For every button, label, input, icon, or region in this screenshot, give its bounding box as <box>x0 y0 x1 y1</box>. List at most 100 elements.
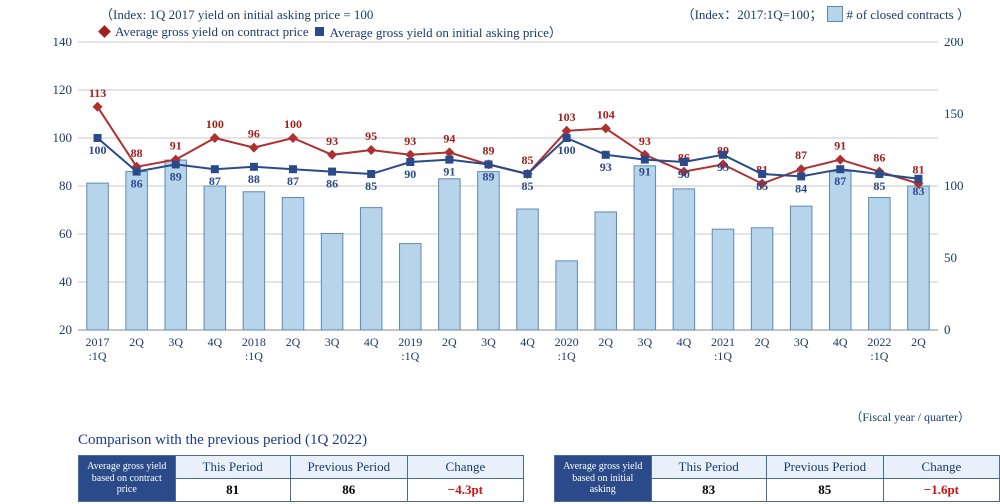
svg-text:86: 86 <box>326 177 338 191</box>
svg-text:3Q: 3Q <box>481 335 496 349</box>
svg-text:100: 100 <box>206 117 224 131</box>
chart-area: 2040608010012014005010015020011388911009… <box>48 38 968 378</box>
svg-text:91: 91 <box>639 165 651 179</box>
svg-text:4Q: 4Q <box>677 335 692 349</box>
svg-text:0: 0 <box>944 322 951 337</box>
svg-text::1Q: :1Q <box>714 349 732 363</box>
svg-text:89: 89 <box>170 169 182 183</box>
svg-text:50: 50 <box>944 250 957 265</box>
svg-text:40: 40 <box>59 274 72 289</box>
comparison-title: Comparison with the previous period (1Q … <box>78 432 367 449</box>
table1-label: Average gross yield based on contract pr… <box>79 456 176 502</box>
col-head-prev: Previous Period <box>290 456 407 479</box>
svg-text:96: 96 <box>248 127 260 141</box>
col-head-this: This Period <box>175 456 290 479</box>
svg-text:86: 86 <box>131 177 143 191</box>
svg-text:200: 200 <box>944 38 964 49</box>
svg-text:91: 91 <box>834 139 846 153</box>
svg-text:87: 87 <box>209 174 221 188</box>
svg-text:2Q: 2Q <box>598 335 613 349</box>
svg-text:2Q: 2Q <box>755 335 770 349</box>
svg-text:85: 85 <box>365 179 377 193</box>
svg-text:89: 89 <box>482 143 494 157</box>
svg-text:88: 88 <box>131 146 143 160</box>
table2-prev: 85 <box>766 479 883 502</box>
svg-text:100: 100 <box>284 117 302 131</box>
svg-text:103: 103 <box>558 110 576 124</box>
svg-text:2022: 2022 <box>867 335 891 349</box>
svg-text:4Q: 4Q <box>520 335 535 349</box>
svg-text:2018: 2018 <box>242 335 266 349</box>
svg-text:4Q: 4Q <box>207 335 222 349</box>
svg-text:87: 87 <box>834 174 846 188</box>
svg-text:150: 150 <box>944 106 964 121</box>
svg-text::1Q: :1Q <box>245 349 263 363</box>
svg-text:100: 100 <box>53 130 73 145</box>
col-head-this2: This Period <box>651 456 766 479</box>
svg-text:4Q: 4Q <box>833 335 848 349</box>
svg-text::1Q: :1Q <box>558 349 576 363</box>
svg-text:90: 90 <box>678 167 690 181</box>
svg-text:2019: 2019 <box>398 335 422 349</box>
svg-text:85: 85 <box>873 179 885 193</box>
col-head-change: Change <box>407 456 523 479</box>
svg-text:89: 89 <box>482 169 494 183</box>
table2-label: Average gross yield based on initial ask… <box>555 456 652 502</box>
svg-text:93: 93 <box>326 134 338 148</box>
table2-this: 83 <box>651 479 766 502</box>
svg-text:3Q: 3Q <box>325 335 340 349</box>
svg-text:100: 100 <box>558 143 576 157</box>
col-head-change2: Change <box>883 456 999 479</box>
diamond-icon <box>98 25 111 38</box>
svg-text:88: 88 <box>248 172 260 186</box>
svg-text:104: 104 <box>597 107 615 121</box>
svg-text:3Q: 3Q <box>168 335 183 349</box>
comparison-table-asking: Average gross yield based on initial ask… <box>554 455 1000 502</box>
svg-text:85: 85 <box>522 179 534 193</box>
svg-text:87: 87 <box>795 148 807 162</box>
svg-text:83: 83 <box>912 184 924 198</box>
svg-text:80: 80 <box>59 178 72 193</box>
svg-text:100: 100 <box>944 178 964 193</box>
svg-text:91: 91 <box>170 139 182 153</box>
col-head-prev2: Previous Period <box>766 456 883 479</box>
table1-this: 81 <box>175 479 290 502</box>
svg-text::1Q: :1Q <box>870 349 888 363</box>
table1-change: −4.3pt <box>407 479 523 502</box>
x-axis-footer: （Fiscal year / quarter） <box>850 408 970 425</box>
svg-text:93: 93 <box>600 160 612 174</box>
svg-text:2021: 2021 <box>711 335 735 349</box>
svg-text:85: 85 <box>756 179 768 193</box>
svg-text:60: 60 <box>59 226 72 241</box>
svg-text:2Q: 2Q <box>286 335 301 349</box>
svg-text:93: 93 <box>717 160 729 174</box>
square-icon <box>315 27 324 36</box>
svg-text:94: 94 <box>443 131 455 145</box>
bar-legend-swatch <box>827 6 843 22</box>
svg-text:113: 113 <box>89 86 106 100</box>
svg-text:2Q: 2Q <box>442 335 457 349</box>
svg-text:3Q: 3Q <box>794 335 809 349</box>
svg-text:85: 85 <box>522 153 534 167</box>
svg-text:81: 81 <box>912 163 924 177</box>
svg-text:2Q: 2Q <box>911 335 926 349</box>
svg-text:120: 120 <box>53 82 73 97</box>
svg-text:3Q: 3Q <box>637 335 652 349</box>
svg-text:100: 100 <box>89 143 107 157</box>
svg-text:2Q: 2Q <box>129 335 144 349</box>
table1-prev: 86 <box>290 479 407 502</box>
svg-text:93: 93 <box>404 134 416 148</box>
svg-text:91: 91 <box>443 165 455 179</box>
comparison-tables: Average gross yield based on contract pr… <box>78 455 1000 502</box>
svg-text:87: 87 <box>287 174 299 188</box>
svg-text:84: 84 <box>795 181 807 195</box>
svg-text:2020: 2020 <box>555 335 579 349</box>
comparison-table-contract: Average gross yield based on contract pr… <box>78 455 524 502</box>
svg-text:2017: 2017 <box>86 335 110 349</box>
legend-index-right: （Index：2017:1Q=100； <box>682 4 823 23</box>
table2-change: −1.6pt <box>883 479 999 502</box>
svg-text:86: 86 <box>873 151 885 165</box>
svg-text:20: 20 <box>59 322 72 337</box>
legend-index-note: （Index: 1Q 2017 yield on initial asking … <box>100 4 373 23</box>
legend-right-group: （Index：2017:1Q=100； # of closed contract… <box>682 4 970 23</box>
